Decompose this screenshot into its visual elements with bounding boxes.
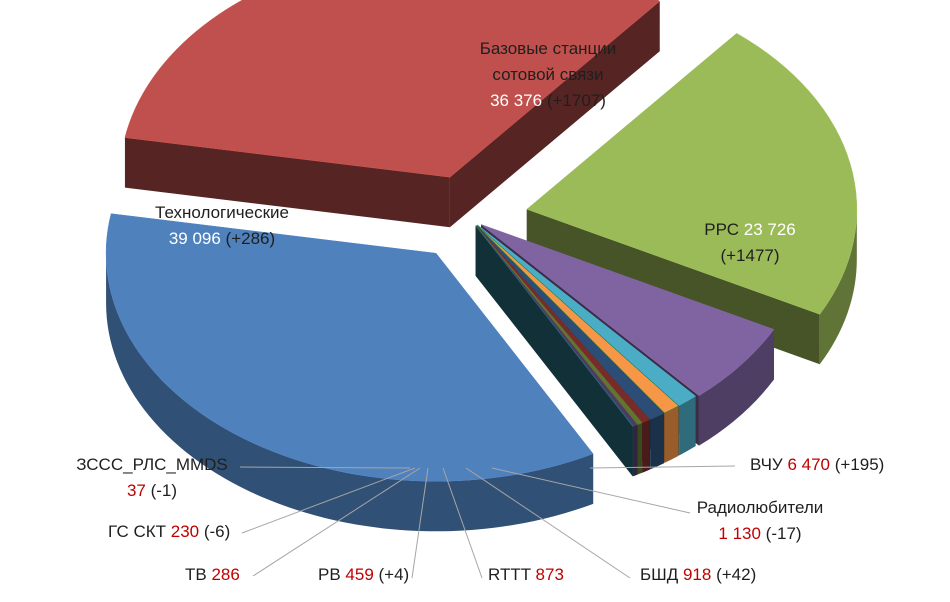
data-label: ГС СКТ 230 (-6) (108, 522, 230, 541)
data-label: ЗССС_РЛС_MMDS (76, 455, 228, 474)
slice-outer-wall (632, 426, 634, 477)
slice-label: ВЧУ (750, 455, 783, 474)
data-label: (+1477) (720, 246, 779, 265)
slice-outer-wall (106, 253, 594, 532)
slice-value: 1 130 (718, 524, 761, 543)
slice-outer-wall (637, 422, 643, 475)
slice-outer-wall (679, 396, 696, 456)
slice-delta: (+286) (221, 229, 275, 248)
slice-label: ГС СКТ (108, 522, 166, 541)
slice-tops (105, 0, 858, 482)
pie-slice (124, 0, 661, 178)
pie-slice (476, 225, 665, 420)
slice-outer-wall (633, 424, 638, 477)
data-label: 1 130 (-17) (718, 524, 801, 543)
slice-value: 23 726 (739, 220, 796, 239)
data-label: 36 376 (+1707) (490, 91, 606, 110)
data-label: РВ 459 (+4) (318, 565, 409, 584)
slice-label: РВ (318, 565, 341, 584)
slice-label: Радиолюбители (697, 498, 824, 517)
slice-outer-wall (642, 419, 650, 473)
slice-label: ТВ (185, 565, 207, 584)
data-labels: Базовые станции сотовой связи 36 376 (+170… (76, 39, 884, 584)
slice-side-wall (124, 137, 450, 228)
slice-value: 6 470 (783, 455, 830, 474)
pie-slice (477, 224, 697, 406)
leader-line (589, 465, 736, 469)
slice-value: 918 (678, 565, 711, 584)
data-label: БШД 918 (+42) (640, 565, 756, 584)
slice-value: 873 (531, 565, 564, 584)
slice-delta: (+1707) (542, 91, 606, 110)
slice-label: RTTT (488, 565, 531, 584)
slice-label: Технологические (155, 203, 289, 222)
data-label: Базовые станции (480, 39, 617, 58)
pie-slice (480, 224, 775, 396)
leader-line (252, 467, 421, 577)
slice-delta: (+195) (830, 455, 884, 474)
leader-line (241, 467, 416, 534)
slice-delta: (-17) (761, 524, 802, 543)
slice-delta: (+1477) (720, 246, 779, 265)
pie-slice (476, 225, 679, 414)
slice-outer-wall (819, 209, 857, 365)
data-label: РРС 23 726 (704, 220, 796, 239)
slice-value: 39 096 (169, 229, 221, 248)
leader-lines (239, 465, 736, 579)
data-label: Технологические (155, 203, 289, 222)
data-label: ВЧУ 6 470 (+195) (750, 455, 884, 474)
data-label: RTTT 873 (488, 565, 564, 584)
slice-value: 37 (127, 481, 146, 500)
slice-delta: (+42) (711, 565, 756, 584)
pie-slice (475, 225, 634, 427)
slice-delta: (-1) (146, 481, 177, 500)
pie-slice (526, 33, 858, 315)
leader-line (491, 467, 691, 514)
slice-label: БШД (640, 565, 679, 584)
data-label: 37 (-1) (127, 481, 177, 500)
data-label: сотовой связи (492, 65, 603, 84)
leader-line (465, 467, 631, 579)
slice-outer-wall (698, 329, 774, 446)
pie-slice (105, 213, 594, 482)
slice-value: 286 (207, 565, 240, 584)
slice-outer-wall (664, 405, 679, 463)
data-label: 39 096 (+286) (169, 229, 275, 248)
slice-side-wall (475, 225, 633, 477)
leader-line (239, 466, 411, 469)
slice-value: 36 376 (490, 91, 542, 110)
leader-line (411, 467, 429, 579)
slice-label: РРС (704, 220, 739, 239)
slice-value: 459 (341, 565, 374, 584)
leader-line (442, 467, 483, 579)
data-label: Радиолюбители (697, 498, 824, 517)
slice-outer-wall (650, 413, 664, 470)
slice-value: 230 (166, 522, 199, 541)
data-label: ТВ 286 (185, 565, 240, 584)
slice-label: ЗССС_РЛС_MMDS (76, 455, 228, 474)
slice-side-wall (449, 1, 660, 228)
slice-delta: (+4) (374, 565, 409, 584)
slice-delta: (-6) (199, 522, 230, 541)
